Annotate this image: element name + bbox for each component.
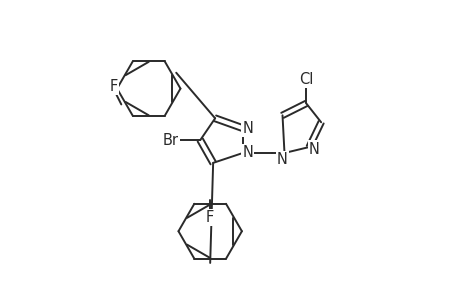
Text: N: N	[242, 121, 253, 136]
Text: N: N	[276, 152, 287, 167]
Text: N: N	[242, 146, 253, 160]
Text: F: F	[109, 79, 117, 94]
Text: Br: Br	[162, 133, 178, 148]
Text: Cl: Cl	[298, 72, 313, 87]
Text: N: N	[308, 142, 319, 157]
Text: F: F	[206, 210, 214, 225]
